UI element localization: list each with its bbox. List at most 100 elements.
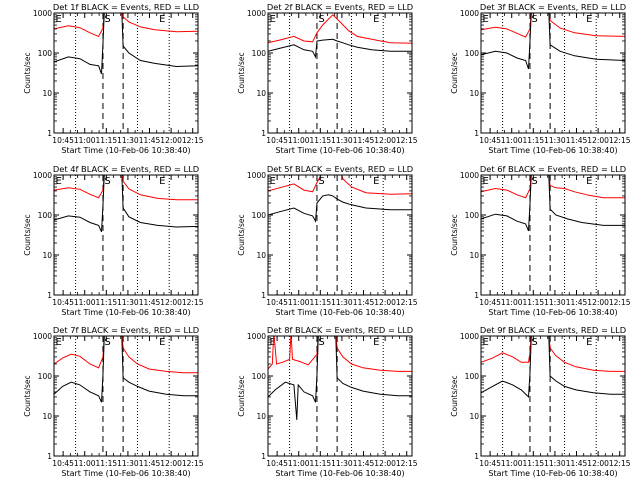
x-axis-label: Start Time (10-Feb-06 10:38:40): [275, 469, 404, 478]
events-series-line: [268, 336, 412, 420]
events-series-line: [268, 38, 412, 59]
x-tick-label: 11:30: [117, 459, 139, 468]
y-axis-label: Counts/sec: [237, 375, 246, 416]
events-series-line: [268, 194, 412, 223]
panel-7: Det 7f BLACK = Events, RED = LLD E S E 1 10 10…: [23, 325, 204, 478]
panel-3: Det 3f BLACK = Events, RED = LLD E S E 1 10 10…: [450, 2, 631, 155]
x-axis-label: Start Time (10-Feb-06 10:38:40): [61, 469, 190, 478]
plot-frame: [267, 12, 413, 134]
x-tick-label: 12:00: [160, 136, 182, 145]
x-tick-label: 12:00: [374, 459, 396, 468]
series-group: [268, 14, 412, 59]
y-tick-label: 1000: [247, 171, 266, 180]
x-tick-label: 11:30: [544, 136, 566, 145]
x-tick-label: 12:00: [587, 136, 609, 145]
y-axis-label: Counts/sec: [237, 214, 246, 255]
x-tick-label: 12:15: [609, 459, 631, 468]
x-tick-label: 12:15: [609, 136, 631, 145]
y-tick-label: 10: [256, 251, 266, 260]
x-tick-label: 10:45: [52, 136, 74, 145]
y-tick-label: 100: [465, 49, 480, 58]
x-tick-label: 10:45: [52, 459, 74, 468]
x-tick-label: 11:30: [117, 298, 139, 307]
panel-title: Det 3f BLACK = Events, RED = LLD: [480, 2, 626, 12]
marker-letter: E: [55, 14, 61, 25]
y-tick-label: 10: [42, 89, 52, 98]
series-group: [481, 13, 625, 70]
x-tick-label: 11:45: [566, 459, 588, 468]
x-tick-label: 11:15: [523, 459, 545, 468]
marker-letter: S: [318, 14, 324, 25]
y-axis-label: Counts/sec: [450, 52, 459, 93]
panel-title: Det 1f BLACK = Events, RED = LLD: [53, 2, 199, 12]
x-tick-label: 12:00: [587, 459, 609, 468]
y-tick-label: 1: [47, 291, 52, 300]
x-tick-label: 10:45: [479, 136, 501, 145]
series-group: [481, 175, 625, 232]
x-tick-label: 11:30: [544, 459, 566, 468]
panel-title: Det 7f BLACK = Events, RED = LLD: [53, 325, 199, 335]
x-tick-label: 11:45: [566, 298, 588, 307]
marker-letter: S: [104, 176, 110, 187]
x-tick-label: 11:15: [310, 459, 332, 468]
x-tick-label: 11:15: [523, 136, 545, 145]
x-tick-label: 11:00: [74, 136, 96, 145]
y-tick-label: 1000: [460, 332, 479, 341]
marker-letter: S: [318, 337, 324, 348]
series-group: [54, 175, 198, 233]
series-group: [268, 336, 412, 420]
lld-series-line: [268, 336, 412, 372]
panel-title: Det 4f BLACK = Events, RED = LLD: [53, 164, 199, 174]
x-tick-label: 12:00: [160, 298, 182, 307]
x-tick-label: 11:00: [501, 298, 523, 307]
marker-letter: E: [373, 14, 379, 25]
panel-title: Det 2f BLACK = Events, RED = LLD: [267, 2, 413, 12]
y-tick-label: 1000: [33, 171, 52, 180]
y-tick-label: 100: [252, 372, 267, 381]
y-axis-label: Counts/sec: [23, 375, 32, 416]
x-tick-label: 10:45: [266, 459, 288, 468]
y-tick-label: 100: [252, 211, 267, 220]
y-tick-label: 1000: [33, 332, 52, 341]
lld-series-line: [268, 14, 412, 44]
panel-title: Det 8f BLACK = Events, RED = LLD: [267, 325, 413, 335]
y-tick-label: 10: [256, 89, 266, 98]
x-tick-label: 12:15: [609, 298, 631, 307]
x-tick-label: 11:15: [523, 298, 545, 307]
y-axis-label: Counts/sec: [450, 375, 459, 416]
series-group: [54, 13, 198, 75]
x-tick-label: 10:45: [266, 136, 288, 145]
x-tick-label: 11:45: [139, 298, 161, 307]
marker-letter: E: [586, 337, 592, 348]
marker-letter: E: [482, 337, 488, 348]
panel-8: Det 8f BLACK = Events, RED = LLD E S E 1 10 10…: [237, 325, 418, 478]
events-series-line: [54, 175, 198, 233]
marker-letter: E: [55, 337, 61, 348]
x-tick-label: 12:15: [396, 298, 418, 307]
y-tick-label: 1: [261, 452, 266, 461]
y-tick-label: 10: [469, 412, 479, 421]
series-group: [54, 336, 198, 403]
events-series-line: [481, 175, 625, 232]
x-axis-label: Start Time (10-Feb-06 10:38:40): [275, 146, 404, 155]
x-tick-label: 10:45: [266, 298, 288, 307]
x-axis-label: Start Time (10-Feb-06 10:38:40): [488, 146, 617, 155]
x-tick-label: 11:45: [139, 459, 161, 468]
x-tick-label: 11:00: [288, 136, 310, 145]
y-axis-label: Counts/sec: [450, 214, 459, 255]
marker-letter: E: [586, 14, 592, 25]
marker-letter: E: [482, 14, 488, 25]
x-axis-label: Start Time (10-Feb-06 10:38:40): [488, 308, 617, 317]
panel-5: Det 5f BLACK = Events, RED = LLD E S E 1 10 10…: [237, 164, 418, 317]
plot-frame: [480, 12, 626, 134]
lld-series-line: [481, 175, 625, 199]
lld-series-line: [54, 175, 198, 201]
events-series-line: [481, 336, 625, 399]
x-tick-label: 11:00: [288, 298, 310, 307]
y-tick-label: 1: [474, 291, 479, 300]
y-tick-label: 1000: [460, 171, 479, 180]
x-tick-label: 11:45: [353, 298, 375, 307]
marker-letter: S: [104, 337, 110, 348]
y-tick-label: 10: [42, 412, 52, 421]
